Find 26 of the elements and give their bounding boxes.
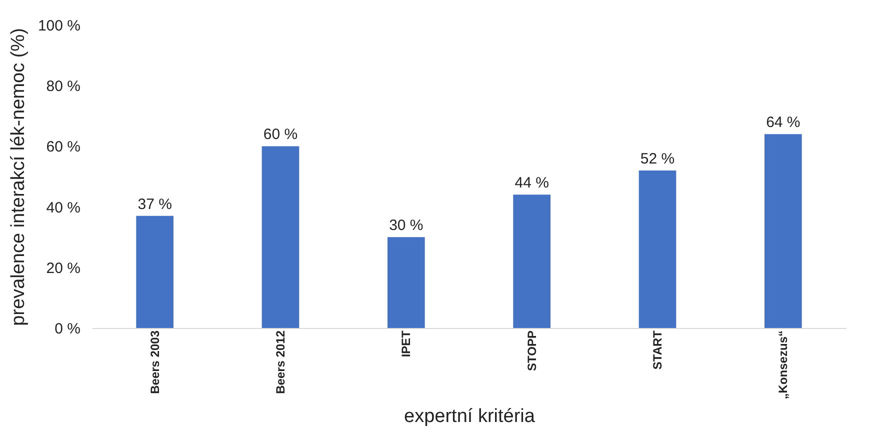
y-tick-label: 60 % [46,138,80,156]
bar [136,216,174,328]
y-tick-label: 80 % [46,78,80,96]
data-label: 52 % [640,150,675,168]
y-tick-label: 20 % [46,260,80,277]
y-tick-label: 100 % [38,18,80,34]
bar [513,194,550,328]
data-label: 44 % [514,174,549,192]
x-tick-label: Beers 2003 [148,330,162,394]
bar [638,170,676,328]
bar [764,134,802,328]
y-tick-label: 0 % [54,320,80,338]
x-axis-title: expertní kritéria [404,406,536,428]
data-label: 60 % [263,126,298,144]
data-label: 30 % [389,217,424,234]
x-tick-label: START [650,330,664,370]
bar [262,146,300,328]
x-tick-label: „Konsezus“ [776,330,790,400]
data-label: 37 % [138,196,172,213]
x-tick-label: STOPP [524,330,539,371]
y-tick-label: 40 % [46,199,80,216]
x-tick-label: Beers 2012 [274,330,288,394]
x-tick-label: IPET [399,330,414,358]
bar [388,237,425,328]
data-label: 64 % [766,114,800,132]
y-axis-title: prevalence interakcí lék-nemoc (%) [8,28,29,326]
